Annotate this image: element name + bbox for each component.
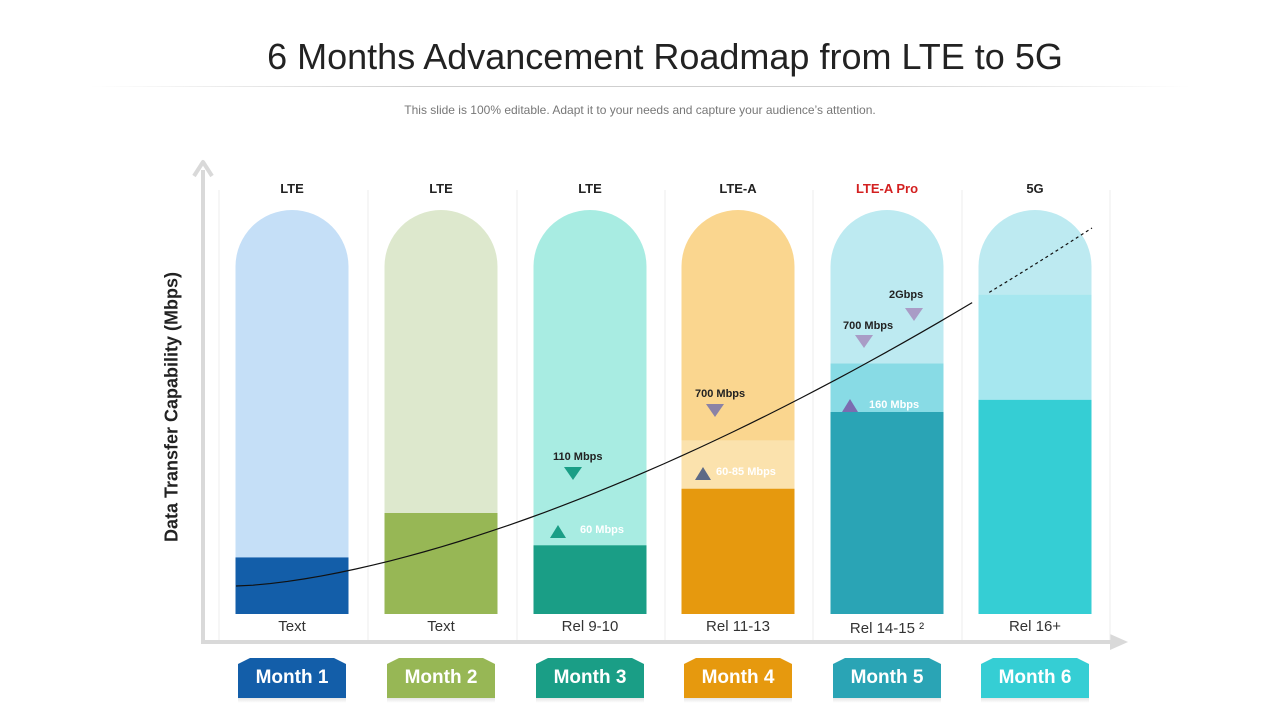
triangle-up-icon	[550, 525, 566, 538]
generation-label: LTE	[429, 181, 453, 196]
bar-fill-segment	[533, 545, 647, 614]
release-label: Rel 9-10	[561, 618, 619, 635]
marker-value-label: 60-85 Mbps	[716, 466, 776, 478]
page-title: 6 Months Advancement Roadmap from LTE to…	[267, 36, 1063, 77]
marker-value-label: 700 Mbps	[843, 320, 893, 332]
triangle-up-icon	[842, 399, 858, 412]
release-label: Text	[278, 618, 306, 635]
triangle-down-icon	[855, 335, 873, 348]
release-label: Text	[427, 618, 455, 635]
release-label: Rel 11-13	[706, 618, 770, 635]
month-tag: Month 5	[833, 658, 941, 698]
month-tag: Month 4	[684, 658, 792, 698]
marker-value-label: 60 Mbps	[580, 524, 624, 536]
month-tag: Month 6	[981, 658, 1089, 698]
column-bar-2	[384, 210, 498, 614]
generation-label: LTE	[578, 181, 602, 196]
month-tag-shadow	[833, 697, 941, 703]
bar-fill-segment	[235, 557, 349, 614]
y-axis-arrow	[192, 160, 214, 178]
month-tag: Month 3	[536, 658, 644, 698]
marker-value-label: 700 Mbps	[695, 388, 745, 400]
column-bar-4	[681, 210, 795, 614]
column-bar-1	[235, 210, 349, 614]
bar-fill-segment	[681, 488, 795, 614]
month-tag-shadow	[536, 697, 644, 703]
generation-label: LTE	[280, 181, 304, 196]
triangle-up-icon	[695, 467, 711, 480]
month-tag-shadow	[387, 697, 495, 703]
marker-value-label: 2Gbps	[889, 289, 923, 301]
trend-line	[235, 302, 973, 587]
release-label: Rel 16+	[1008, 618, 1062, 635]
triangle-down-icon	[564, 467, 582, 480]
triangle-down-icon	[706, 404, 724, 417]
triangle-down-icon	[905, 308, 923, 321]
generation-label: LTE-A Pro	[855, 181, 919, 196]
marker-value-label: 160 Mbps	[869, 399, 919, 411]
bar-background	[235, 210, 349, 614]
page-subtitle: This slide is 100% editable. Adapt it to…	[404, 103, 876, 117]
column-bar-6	[978, 210, 1092, 614]
release-label: Rel 14-15 ²	[849, 620, 925, 637]
column-bar-3	[533, 210, 647, 614]
marker-value-label: 110 Mbps	[553, 451, 603, 463]
x-axis-arrow	[1110, 634, 1128, 650]
generation-label: LTE-A	[719, 181, 757, 196]
trend-line-dashed	[988, 227, 1093, 293]
month-tag-shadow	[981, 697, 1089, 703]
month-tag: Month 2	[387, 658, 495, 698]
generation-label: 5G	[1026, 181, 1044, 196]
title-divider	[90, 86, 1190, 87]
bar-fill-segment	[384, 513, 498, 614]
bar-fill-segment	[978, 399, 1092, 614]
month-tag-shadow	[684, 697, 792, 703]
month-tag: Month 1	[238, 658, 346, 698]
month-tag-shadow	[238, 697, 346, 703]
bar-fill-segment	[830, 412, 944, 614]
